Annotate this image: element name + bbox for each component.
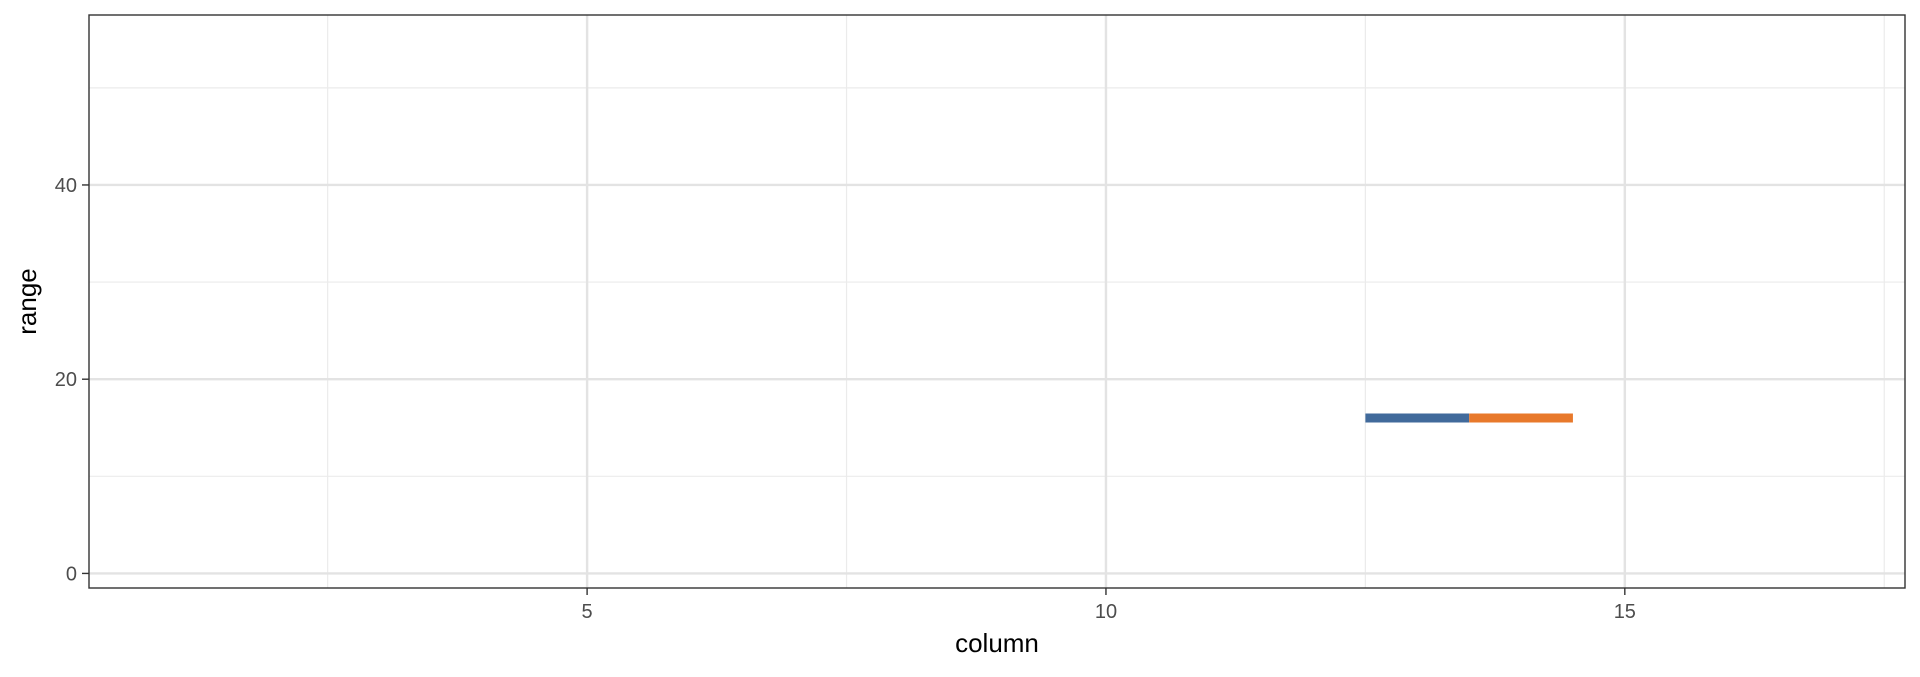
y-axis-title: range bbox=[12, 268, 42, 335]
y-tick-label: 40 bbox=[55, 175, 77, 197]
x-tick-label: 5 bbox=[582, 601, 593, 623]
x-axis: 5 10 15 bbox=[582, 588, 1636, 623]
x-tick-label: 15 bbox=[1614, 601, 1636, 623]
y-tick-label: 20 bbox=[55, 369, 77, 391]
minor-gridlines bbox=[89, 15, 1905, 588]
y-axis: 0 20 40 bbox=[55, 175, 89, 585]
y-tick-label: 0 bbox=[66, 563, 77, 585]
x-axis-title: column bbox=[955, 628, 1039, 658]
x-tick-label: 10 bbox=[1095, 601, 1117, 623]
major-gridlines bbox=[89, 15, 1905, 588]
panel-border bbox=[88, 14, 1906, 589]
